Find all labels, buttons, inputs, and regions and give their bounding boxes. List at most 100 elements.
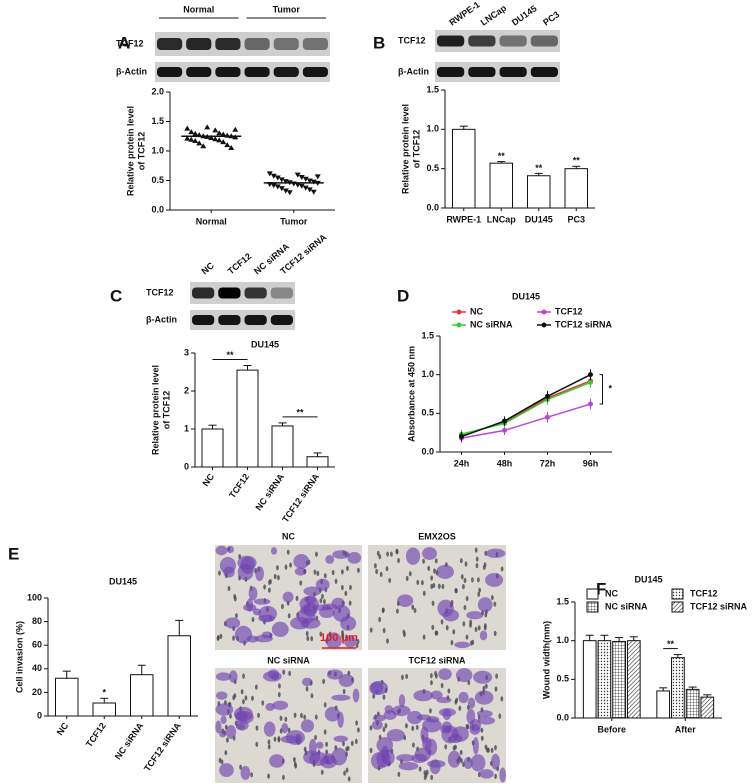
stained-cell — [437, 599, 454, 617]
bar — [700, 696, 715, 719]
pore — [319, 631, 323, 637]
stained-cell — [476, 710, 493, 718]
stained-cell — [325, 632, 342, 649]
pore — [382, 627, 386, 634]
pore — [314, 714, 318, 720]
pore — [434, 673, 438, 679]
pore — [341, 629, 344, 636]
y-tick-label: 0.5 — [421, 408, 434, 418]
legend-swatch — [671, 588, 684, 600]
blot-row-label: TCF12 — [146, 287, 174, 297]
pore — [430, 774, 434, 781]
stained-cell — [228, 670, 238, 683]
x-tick-label: NC — [55, 720, 71, 737]
pore — [282, 774, 285, 780]
blot-band — [273, 38, 299, 50]
pore — [487, 747, 490, 753]
pore — [423, 774, 427, 781]
pore — [219, 633, 223, 639]
pore — [411, 725, 415, 731]
chart-title: DU145 — [109, 576, 137, 586]
stained-cell — [338, 674, 355, 687]
pore — [397, 557, 400, 564]
stained-cell — [384, 705, 394, 714]
pore — [466, 724, 470, 730]
stained-cell — [215, 703, 234, 716]
x-tick-label: 48h — [497, 458, 513, 468]
data-point — [216, 137, 223, 143]
stained-cell — [253, 598, 271, 605]
pore — [475, 556, 479, 562]
pore — [477, 591, 481, 597]
pore — [470, 577, 474, 583]
bar — [201, 428, 224, 468]
bar — [306, 456, 329, 468]
y-axis-label: Cell invasion (%) — [14, 621, 24, 693]
blot-band — [530, 35, 558, 47]
pore — [381, 607, 385, 614]
stained-cell — [454, 641, 471, 649]
pore — [459, 558, 463, 564]
pore — [239, 764, 242, 770]
pore — [254, 684, 258, 690]
legend-marker — [456, 309, 462, 315]
x-tick-label: TCF12 siRNA — [280, 471, 321, 524]
chart-title: DU145 — [251, 339, 279, 349]
blot-row-label: TCF12 — [116, 38, 144, 48]
pore — [386, 638, 389, 644]
data-point — [588, 372, 593, 378]
x-tick-label: TCF12 siRNA — [142, 720, 183, 773]
pore — [478, 587, 482, 593]
y-tick-label: 1.5 — [151, 116, 164, 126]
pore — [369, 627, 373, 633]
series-line — [461, 373, 591, 438]
pore — [299, 580, 303, 586]
y-tick-label: 40 — [32, 663, 42, 673]
bar — [489, 162, 513, 209]
data-point — [545, 393, 550, 399]
pore — [441, 583, 445, 590]
x-tick-label: LNCap — [487, 214, 517, 224]
pore — [341, 634, 345, 640]
blot-band — [244, 67, 270, 77]
pore — [263, 584, 267, 590]
stained-cell — [411, 753, 428, 764]
pore — [276, 565, 279, 571]
pore — [277, 575, 280, 581]
legend-label: TCF12 — [555, 306, 583, 316]
y-tick-label: 0.0 — [556, 712, 569, 722]
pore — [434, 630, 438, 636]
pore — [375, 568, 379, 575]
data-point — [204, 124, 211, 130]
pore — [490, 747, 494, 753]
stained-cell — [376, 737, 394, 754]
stained-cell — [449, 733, 463, 744]
y-tick-label: 0.0 — [426, 202, 439, 212]
significance-label: ** — [498, 151, 506, 161]
pore — [267, 739, 271, 745]
pore — [422, 634, 426, 640]
micrograph-label: NC — [282, 531, 295, 541]
pore — [484, 744, 488, 750]
pore — [434, 558, 438, 564]
stained-cell — [458, 691, 469, 704]
pore — [355, 720, 359, 726]
data-point — [192, 130, 199, 136]
stained-cell — [337, 711, 344, 728]
stained-cell — [469, 724, 481, 735]
stained-cell — [324, 706, 341, 722]
pore — [373, 563, 377, 569]
pore — [306, 635, 310, 642]
pore — [334, 578, 338, 584]
pore — [418, 766, 422, 772]
pore — [483, 562, 487, 568]
bar — [671, 657, 685, 719]
y-tick-label: 1.5 — [426, 84, 439, 94]
stained-cell — [255, 566, 265, 581]
blot-band — [437, 67, 465, 77]
blot-column-label: PC3 — [541, 9, 561, 27]
pore — [480, 727, 484, 733]
pore — [250, 772, 254, 778]
data-point — [192, 137, 199, 143]
pore — [431, 600, 435, 606]
